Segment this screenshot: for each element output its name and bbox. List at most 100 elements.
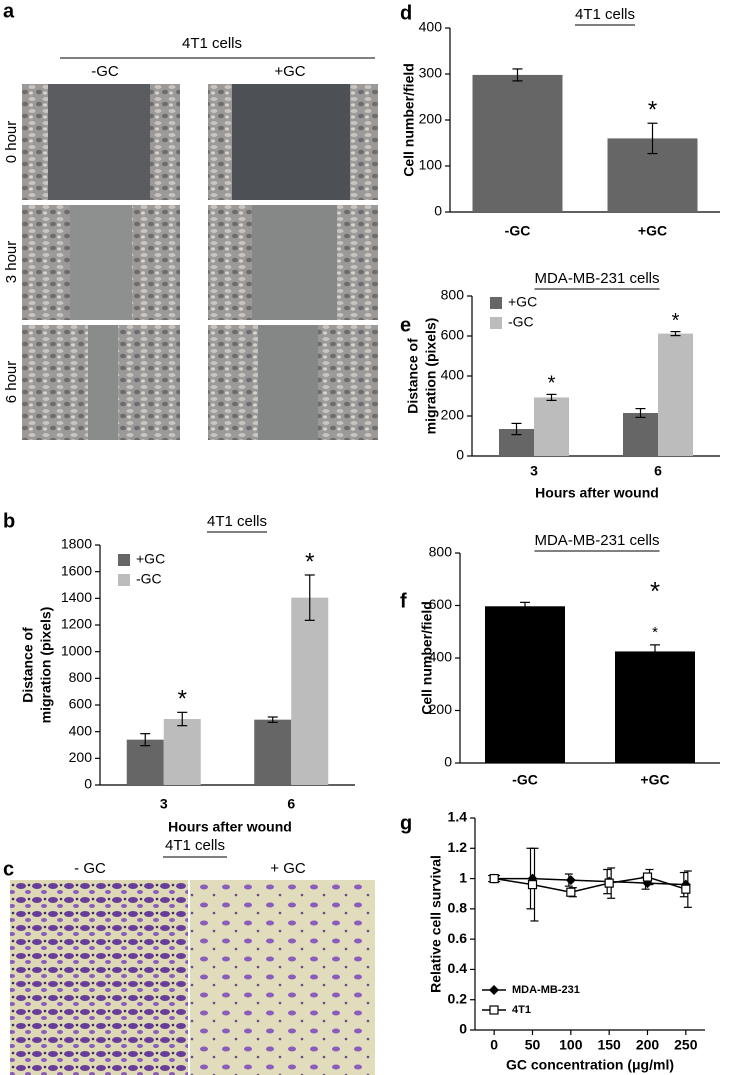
column-label: + GC [270, 860, 306, 877]
y-axis-label: Distance of [20, 627, 36, 703]
panel-label: d [400, 2, 412, 24]
legend-swatch [118, 554, 130, 566]
marker [489, 873, 499, 884]
chart: d 4T1 cells Cell number/field 0 100 200 300 400… [400, 2, 720, 239]
legend-label: +GC [136, 551, 165, 567]
panel-label: f [400, 590, 407, 612]
chart-title: MDA-MB-231 cells [534, 532, 659, 549]
bar [615, 651, 695, 763]
y-tick-label: 1.2 [448, 839, 468, 855]
column-label: +GC [274, 63, 305, 80]
panel-title: 4T1 cells [182, 35, 242, 52]
panel-label: a [3, 0, 15, 22]
micrograph [10, 880, 188, 1075]
y-tick-label: 1800 [61, 536, 92, 552]
y-tick-label: 800 [429, 544, 453, 560]
y-tick-label: 1.4 [448, 809, 468, 825]
panel-label: g [400, 812, 412, 834]
annotation: * [650, 576, 660, 606]
chart: g Relative cell survival GC concentration … [400, 809, 705, 1073]
y-tick-label: 200 [419, 111, 443, 127]
y-axis-label: migration (pixels) [423, 318, 439, 435]
x-tick-label: 6 [654, 463, 662, 479]
x-tick-label: 3 [160, 796, 168, 812]
bar [485, 606, 565, 763]
y-tick-label: 0.2 [448, 990, 468, 1006]
panel-label: e [400, 314, 411, 336]
y-tick-label: 600 [69, 696, 93, 712]
y-axis-label: Cell number/field [401, 63, 417, 177]
marker [565, 875, 576, 886]
marker [642, 872, 653, 882]
annotation: * [548, 373, 556, 395]
y-tick-label: 300 [419, 65, 443, 81]
x-tick-label: -GC [505, 223, 531, 239]
row-label: 0 hour [3, 121, 20, 164]
legend-swatch [490, 317, 502, 329]
y-axis-label: Relative cell survival [428, 855, 444, 993]
y-tick-label: 0.6 [448, 930, 468, 946]
series-line [494, 876, 687, 893]
legend-label: -GC [136, 571, 162, 587]
chart: f MDA-MB-231 cells Cell number/field 0 200 40… [400, 532, 720, 788]
x-tick-label: 50 [525, 1037, 541, 1053]
y-tick-label: 0 [434, 203, 442, 219]
annotation: * [648, 97, 657, 124]
marker [566, 887, 576, 897]
micrograph [190, 880, 375, 1075]
column-label: -GC [91, 63, 119, 80]
y-tick-label: 0 [456, 447, 464, 463]
chart-title: MDA-MB-231 cells [534, 270, 659, 287]
legend-label: MDA-MB-231 [512, 984, 580, 996]
y-tick-label: 0.8 [448, 900, 468, 916]
y-tick-label: 400 [69, 722, 93, 738]
y-tick-label: 200 [441, 407, 465, 423]
marker [489, 985, 499, 995]
y-tick-label: 600 [441, 327, 465, 343]
x-tick-label: 250 [674, 1037, 698, 1053]
y-tick-label: 1200 [61, 616, 92, 632]
y-tick-label: 0 [459, 1021, 467, 1037]
y-tick-label: 800 [69, 669, 93, 685]
y-tick-label: 0 [84, 776, 92, 792]
y-tick-label: 600 [429, 596, 453, 612]
y-axis-label: migration (pixels) [38, 607, 54, 724]
x-tick-label: +GC [640, 772, 669, 788]
bar [291, 597, 329, 785]
annotation: * [178, 686, 187, 713]
panel-title: 4T1 cells [165, 837, 225, 854]
y-tick-label: 1000 [61, 642, 92, 658]
bar [126, 739, 164, 785]
y-tick-label: 1400 [61, 589, 92, 605]
y-tick-label: 400 [429, 649, 453, 665]
bar [658, 333, 693, 456]
bar [163, 719, 201, 785]
legend-label: 4T1 [512, 1004, 531, 1016]
y-tick-label: 1600 [61, 562, 92, 578]
x-tick-label: 6 [287, 796, 295, 812]
x-tick-label: -GC [512, 772, 538, 788]
marker [604, 878, 614, 888]
y-tick-label: 0 [444, 754, 452, 770]
y-tick-label: 100 [419, 157, 443, 173]
y-tick-label: 1 [459, 869, 467, 885]
y-tick-label: 200 [69, 749, 93, 765]
chart: b 4T1 cells Distance of migration (pixels) H… [3, 510, 355, 835]
x-tick-label: 200 [636, 1037, 660, 1053]
x-tick-label: 0 [490, 1037, 498, 1053]
x-axis-label: Hours after wound [535, 485, 659, 501]
bar [472, 74, 563, 212]
panel-label: b [3, 510, 15, 532]
y-tick-label: 800 [441, 287, 465, 303]
marker [681, 884, 691, 894]
column-label: - GC [74, 860, 106, 877]
marker [489, 1005, 499, 1015]
bar [254, 719, 292, 785]
row-label: 6 hour [3, 361, 20, 404]
bar [623, 413, 658, 456]
y-tick-label: 0.4 [448, 960, 468, 976]
x-axis-label: GC concentration (μg/ml) [506, 1057, 674, 1073]
x-tick-label: 150 [597, 1037, 621, 1053]
y-tick-label: 400 [419, 19, 443, 35]
